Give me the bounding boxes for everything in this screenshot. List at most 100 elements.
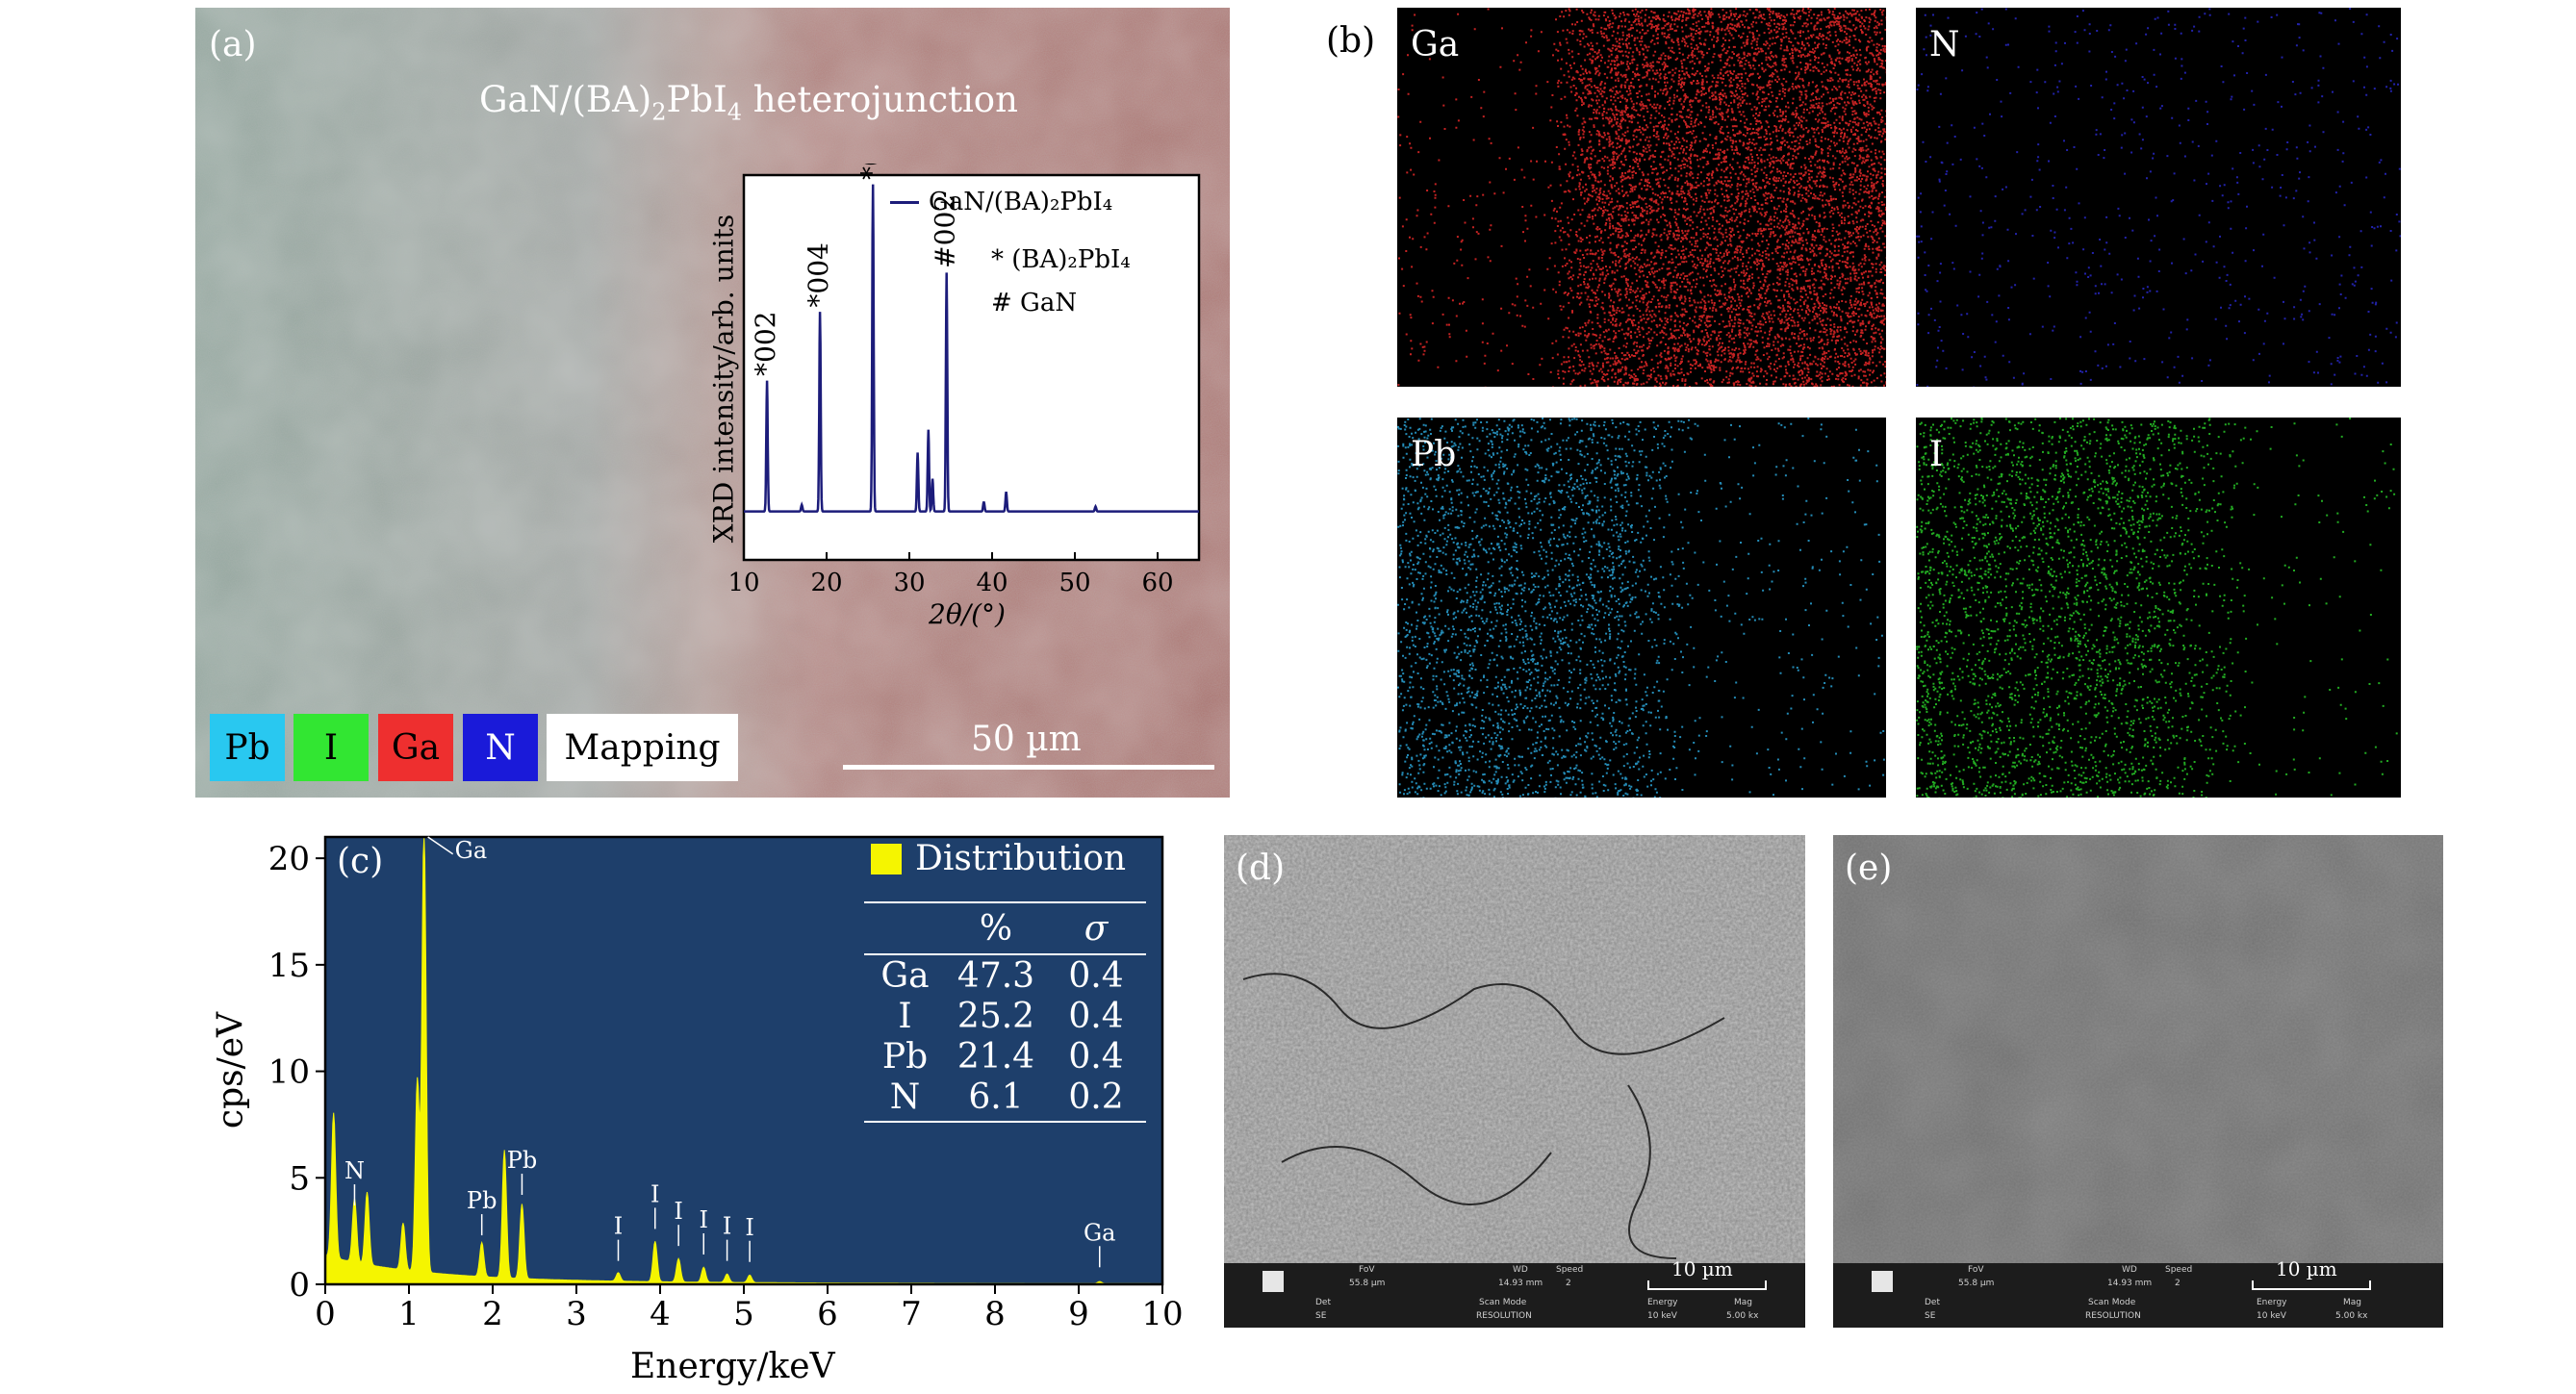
element-map-label: Pb (1411, 435, 1457, 474)
xrd-x-tick-label: 20 (810, 569, 842, 597)
eds-xlabel: Energy/keV (630, 1347, 835, 1386)
table-cell-element: Ga (880, 955, 930, 996)
table-header-row: % σ (864, 903, 1146, 953)
legend-ga: Ga (378, 714, 453, 781)
sem-wd-label: WD (1513, 1265, 1528, 1275)
sem-mag-label: Mag (2343, 1298, 2361, 1307)
xrd-legend-line: GaN/(BA)₂PbI₄ (890, 188, 1112, 216)
element-map-i: I (1916, 418, 2401, 798)
sem-image-d (1224, 835, 1805, 1263)
eds-x-tick-label: 1 (398, 1295, 420, 1333)
xrd-peak-label: *004 (803, 242, 834, 307)
eds-peak-label: I (699, 1206, 707, 1233)
eds-y-tick-label: 0 (289, 1266, 310, 1305)
sem-scale-label-e: 10 µm (2276, 1257, 2337, 1280)
sem-speed-label: Speed (2165, 1265, 2193, 1275)
title-part-2: PbI (666, 79, 727, 120)
eds-legend: Distribution (871, 839, 1126, 878)
table-cell-sigma: 0.4 (1068, 955, 1124, 996)
table-cell-sigma: 0.2 (1068, 1077, 1124, 1117)
table-cell-element: N (889, 1077, 921, 1117)
xrd-peak-label: #002 (930, 194, 961, 268)
sem-wd-label: WD (2122, 1265, 2137, 1275)
sem-scale-bar-e (2252, 1280, 2371, 1290)
sem-mode-val: RESOLUTION (2085, 1311, 2141, 1321)
eds-x-tick-label: 3 (566, 1295, 587, 1333)
sem-wd-val: 14.93 mm (2107, 1279, 2153, 1288)
eds-y-tick-label: 5 (289, 1159, 310, 1198)
table-cell-sigma: 0.4 (1068, 1036, 1124, 1077)
eds-plot-area (325, 837, 1162, 1284)
eds-peak-label: Pb (467, 1187, 497, 1214)
table-row: I 25.2 0.4 (864, 996, 1146, 1036)
legend-line-swatch (890, 200, 919, 204)
sem-det-val: SE (1315, 1311, 1327, 1321)
sem-image-e (1833, 835, 2443, 1263)
xrd-x-tick-label: 60 (1141, 569, 1173, 597)
sem-scale-bar-d (1647, 1280, 1767, 1290)
sem-fov-label: FoV (1968, 1265, 1984, 1275)
xrd-peak-label: *002 (750, 312, 781, 376)
sem-energy-label: Energy (1647, 1298, 1678, 1307)
table-bottom-rule (864, 1121, 1146, 1123)
panel-a-letter: (a) (209, 25, 257, 64)
distribution-table: % σ Ga 47.3 0.4 I 25.2 0.4 Pb 21.4 0.4 N 6.1 0.2 (864, 901, 1146, 1123)
eds-x-tick-label: 7 (901, 1295, 922, 1333)
xrd-x-tick-label: 40 (976, 569, 1007, 597)
element-map-label: Ga (1411, 25, 1460, 64)
element-map-ga: Ga (1397, 8, 1886, 387)
sem-energy-val: 10 keV (2257, 1311, 2286, 1321)
eds-x-tick-label: 10 (1141, 1295, 1183, 1333)
element-map-dots (1397, 418, 1885, 798)
eds-y-tick-label: 15 (268, 947, 310, 985)
table-cell-element: Pb (881, 1036, 929, 1077)
xrd-inset: 10 20 30 40 50 60 *002 *004 *006 #002 XRD intensi… (674, 164, 1212, 645)
eds-peak-label: Ga (1084, 1219, 1115, 1246)
panel-b-letter: (b) (1326, 21, 1376, 61)
sem-det-label: Det (1925, 1298, 1940, 1307)
eds-peak-label: I (723, 1213, 731, 1240)
eds-x-tick-label: 6 (817, 1295, 838, 1333)
scale-bar-label-a: 50 µm (971, 720, 1082, 759)
xrd-xlabel: 2θ/(°) (929, 598, 1006, 630)
sem-mag-val: 5.00 kx (1726, 1311, 1759, 1321)
table-cell-percent: 47.3 (956, 955, 1035, 996)
panel-a-title: GaN/(BA)2PbI4 heterojunction (479, 79, 1018, 125)
element-map-label: N (1929, 25, 1960, 64)
eds-peak-leader (427, 836, 454, 855)
table-cell-element: I (898, 996, 912, 1036)
eds-x-tick-label: 0 (315, 1295, 336, 1333)
table-mid-rule (864, 953, 1146, 955)
xrd-ylabel: XRD intensity/arb. units (707, 214, 740, 544)
title-sub-2: 4 (727, 98, 743, 126)
element-map-dots (1916, 8, 2401, 387)
sem-mag-val: 5.00 kx (2335, 1311, 2368, 1321)
panel-c-letter: (c) (337, 842, 384, 881)
sem-fov-label: FoV (1359, 1265, 1375, 1275)
sem-fov-val: 55.8 µm (1958, 1279, 1995, 1288)
eds-y-tick-label: 10 (268, 1053, 310, 1092)
sem-logo-e (1872, 1271, 1893, 1292)
table-cell-percent: 21.4 (956, 1036, 1035, 1077)
legend-pb: Pb (210, 714, 285, 781)
eds-ylabel: cps/eV (211, 1011, 251, 1129)
eds-peak-label: I (745, 1214, 753, 1241)
scale-bar-a (843, 765, 1214, 770)
element-map-dots (1916, 418, 2398, 798)
eds-peak-label: Ga (455, 837, 487, 864)
sem-info-bar-e: FoV 55.8 µm WD 14.93 mm Speed 2 10 µm De… (1833, 1257, 2443, 1328)
sem-mode-label: Scan Mode (2088, 1298, 2136, 1307)
legend-line-text: GaN/(BA)₂PbI₄ (929, 188, 1113, 216)
panel-e-letter: (e) (1845, 849, 1893, 888)
legend-distribution: Distribution (915, 839, 1127, 878)
eds-x-tick-label: 5 (733, 1295, 754, 1333)
sem-fov-val: 55.8 µm (1349, 1279, 1386, 1288)
table-row: Pb 21.4 0.4 (864, 1036, 1146, 1077)
eds-x-tick-label: 4 (650, 1295, 671, 1333)
eds-peak-label: I (650, 1180, 659, 1207)
legend-i: I (293, 714, 369, 781)
table-cell-sigma: 0.4 (1068, 996, 1124, 1036)
eds-peak-label: I (674, 1198, 682, 1225)
eds-x-tick-label: 2 (482, 1295, 503, 1333)
